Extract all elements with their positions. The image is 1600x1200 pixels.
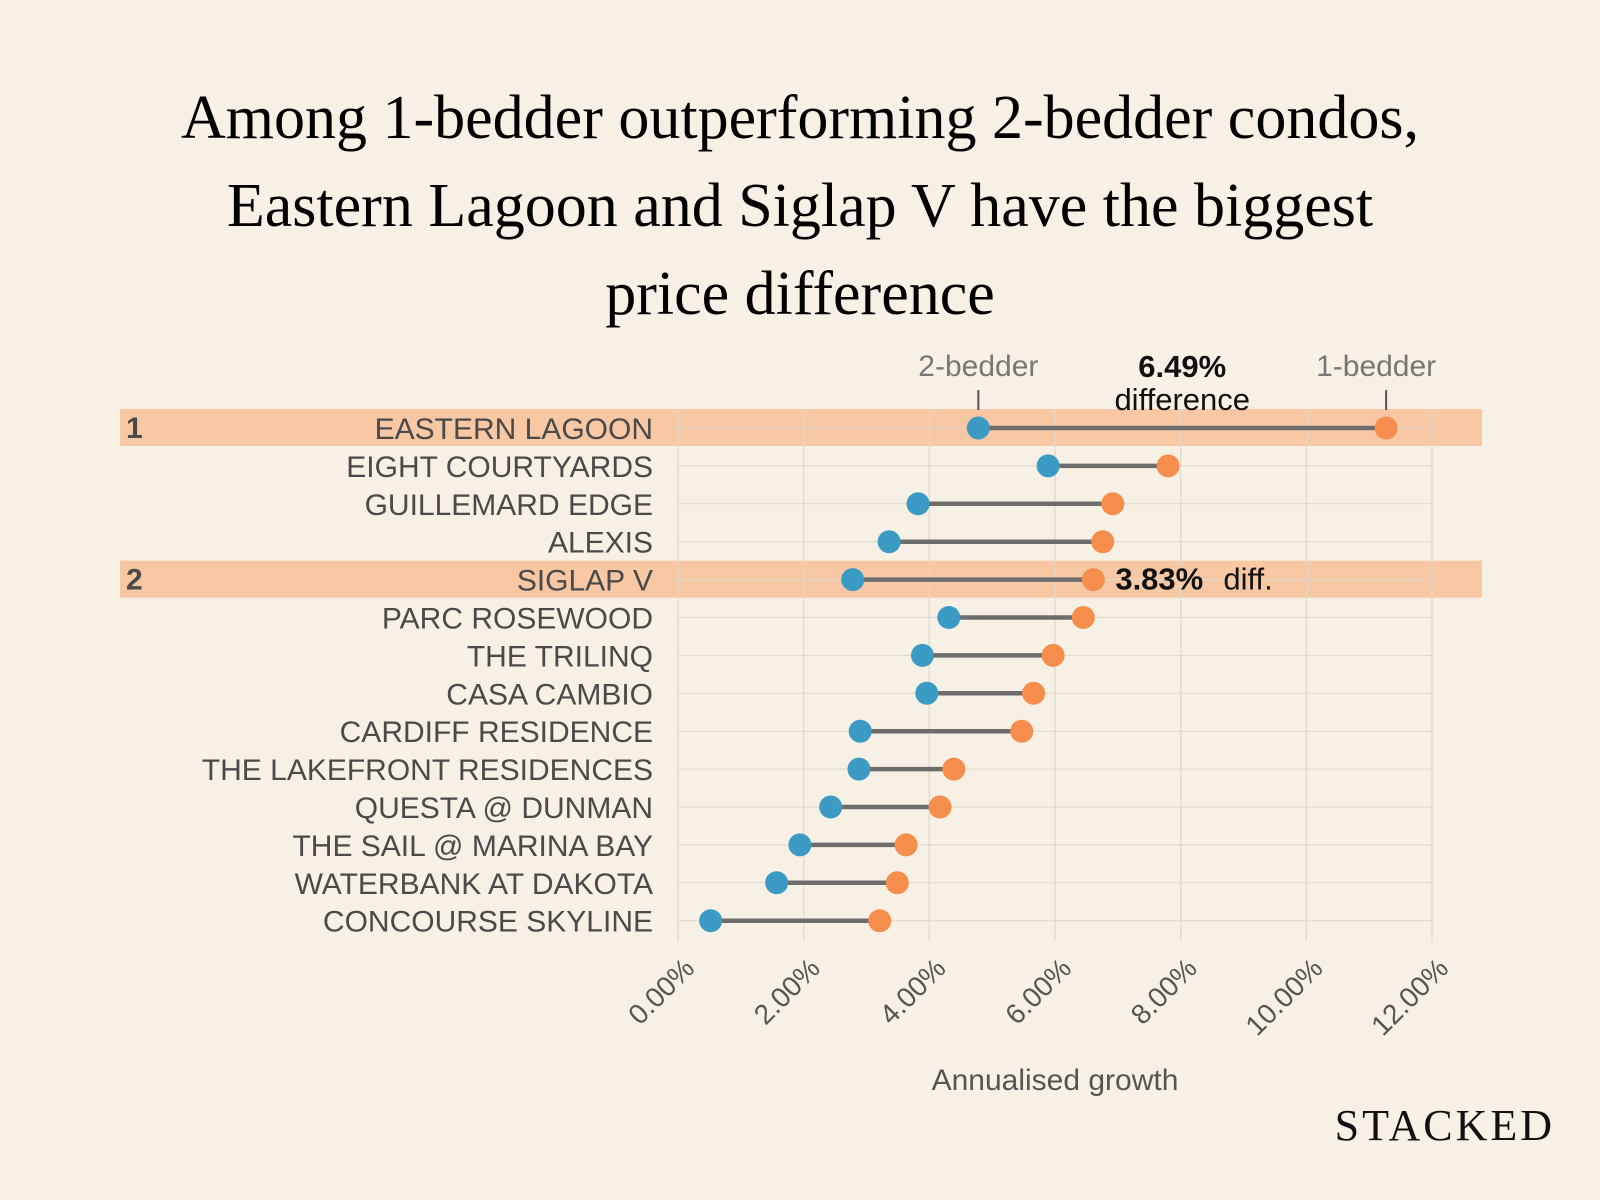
- siglap-difference-label: diff.: [1223, 562, 1272, 597]
- row-eight-courtyards: EIGHT COURTYARDS: [346, 451, 1180, 484]
- row-questa-dunman: QUESTA @ DUNMAN: [355, 792, 952, 825]
- row-the-sail-marina-bay: THE SAIL @ MARINA BAY: [292, 830, 918, 863]
- dot-2-bedder: [1036, 454, 1060, 478]
- row-label: GUILLEMARD EDGE: [365, 489, 653, 522]
- dot-1-bedder: [1374, 416, 1398, 440]
- dot-1-bedder: [1156, 454, 1180, 478]
- row-label: WATERBANK AT DAKOTA: [295, 868, 653, 901]
- chart-title: Among 1-bedder outperforming 2-bedder co…: [0, 74, 1600, 338]
- dot-2-bedder: [915, 681, 939, 705]
- x-tick-label: 10.00%: [1240, 952, 1329, 1041]
- row-cardiff-residence: CARDIFF RESIDENCE: [340, 716, 1034, 749]
- row-label: CASA CAMBIO: [446, 678, 653, 711]
- row-label: PARC ROSEWOOD: [382, 603, 653, 636]
- row-label: QUESTA @ DUNMAN: [355, 792, 653, 825]
- dot-1-bedder: [868, 909, 892, 933]
- siglap-difference-value: 3.83%: [1115, 562, 1203, 597]
- dot-1-bedder: [885, 871, 909, 895]
- dot-2-bedder: [906, 492, 930, 516]
- row-label: THE LAKEFRONT RESIDENCES: [202, 754, 653, 787]
- dot-1-bedder: [1022, 681, 1046, 705]
- dot-1-bedder: [942, 757, 966, 781]
- legend-2-bedder: 2-bedder: [918, 350, 1038, 383]
- brand-logo: STACKED: [1334, 1101, 1555, 1150]
- rank-label: 1: [126, 412, 143, 445]
- row-concourse-skyline: CONCOURSE SKYLINE: [323, 906, 892, 939]
- dot-1-bedder: [1071, 606, 1095, 629]
- dot-1-bedder: [1081, 568, 1105, 592]
- dot-1-bedder: [1010, 719, 1034, 743]
- row-label: ALEXIS: [548, 527, 653, 560]
- chart-title-line-2: Eastern Lagoon and Siglap V have the big…: [226, 172, 1374, 240]
- dot-2-bedder: [966, 416, 990, 440]
- row-parc-rosewood: PARC ROSEWOOD: [382, 603, 1095, 636]
- x-axis-title: Annualised growth: [932, 1064, 1179, 1097]
- x-tick-label: 8.00%: [1125, 952, 1203, 1030]
- dot-2-bedder: [819, 795, 843, 819]
- row-casa-cambio: CASA CAMBIO: [446, 678, 1046, 711]
- row-label: THE TRILINQ: [467, 640, 653, 673]
- row-siglap-v: 2 SIGLAP V: [126, 564, 1105, 598]
- row-the-trilinq: THE TRILINQ: [467, 640, 1065, 673]
- row-label: EIGHT COURTYARDS: [346, 451, 653, 484]
- row-label: CARDIFF RESIDENCE: [340, 716, 653, 749]
- row-label: THE SAIL @ MARINA BAY: [292, 830, 653, 863]
- siglap-annotation: 3.83% diff.: [1115, 562, 1272, 597]
- row-label: CONCOURSE SKYLINE: [323, 906, 653, 939]
- row-eastern-lagoon: 1 EASTERN LAGOON: [126, 412, 1398, 446]
- dot-1-bedder: [928, 795, 952, 819]
- legend-1-bedder: 1-bedder: [1316, 350, 1436, 383]
- x-tick-label: 12.00%: [1365, 952, 1454, 1041]
- row-label: SIGLAP V: [517, 565, 653, 598]
- row-the-lakefront-residences: THE LAKEFRONT RESIDENCES: [202, 754, 966, 787]
- x-tick-label: 4.00%: [874, 952, 952, 1030]
- chart-title-line-3: price difference: [605, 260, 995, 328]
- dot-2-bedder: [699, 909, 723, 933]
- dot-1-bedder: [894, 833, 918, 857]
- top-difference-value: 6.49%: [1138, 349, 1226, 384]
- dot-2-bedder: [841, 568, 865, 592]
- chart-rows: 1 EASTERN LAGOON EIGHT COURTYARDS GUILLEMAR…: [126, 412, 1398, 939]
- chart-legend: 2-bedder 1-bedder 6.49% difference: [918, 349, 1436, 417]
- dot-1-bedder: [1101, 492, 1125, 516]
- dot-2-bedder: [937, 606, 961, 629]
- row-guillemard-edge: GUILLEMARD EDGE: [365, 489, 1125, 522]
- x-tick-label: 6.00%: [999, 952, 1077, 1030]
- row-waterbank-at-dakota: WATERBANK AT DAKOTA: [295, 868, 909, 901]
- dot-2-bedder: [788, 833, 812, 857]
- dot-1-bedder: [1041, 643, 1065, 667]
- x-tick-label: 2.00%: [748, 952, 826, 1030]
- dot-1-bedder: [1091, 530, 1115, 554]
- chart-title-line-1: Among 1-bedder outperforming 2-bedder co…: [181, 84, 1419, 152]
- grid-lines: [677, 410, 1433, 941]
- x-axis-ticks: 0.00% 2.00% 4.00% 6.00% 8.00% 10.00% 12.00%: [622, 952, 1454, 1041]
- x-tick-label: 0.00%: [622, 952, 700, 1030]
- rank-label: 2: [126, 564, 143, 597]
- dot-2-bedder: [910, 643, 934, 667]
- top-difference-label: difference: [1114, 382, 1250, 417]
- dot-2-bedder: [877, 530, 901, 554]
- row-alexis: ALEXIS: [548, 527, 1115, 560]
- dot-2-bedder: [765, 871, 789, 895]
- dot-2-bedder: [847, 757, 871, 781]
- dot-2-bedder: [848, 719, 872, 743]
- row-label: EASTERN LAGOON: [375, 413, 653, 446]
